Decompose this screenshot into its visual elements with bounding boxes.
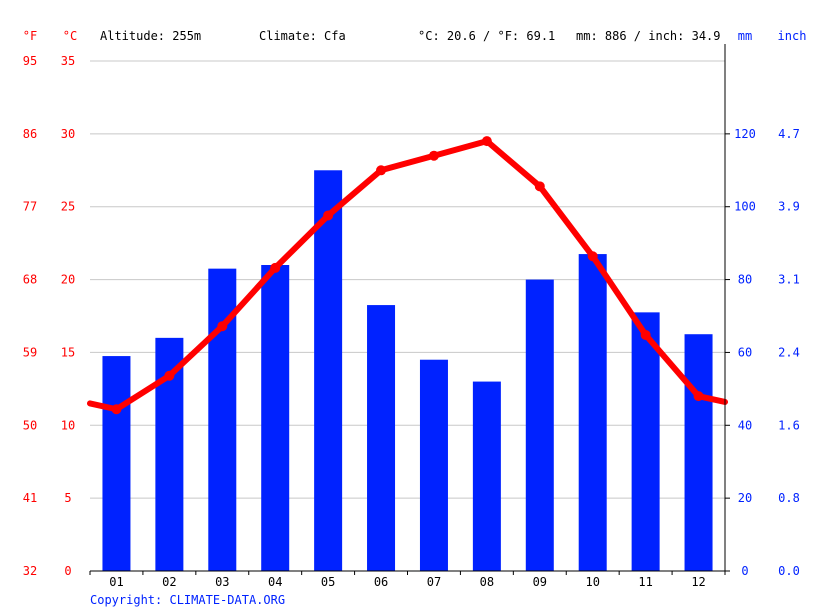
grid-lines xyxy=(90,60,725,499)
fahrenheit-tick-label: 32 xyxy=(23,564,37,578)
month-label: 03 xyxy=(215,575,229,589)
mm-unit-label: mm xyxy=(738,29,752,43)
mm-tick-label: 40 xyxy=(738,418,752,432)
month-label: 12 xyxy=(691,575,705,589)
precipitation-bar xyxy=(684,334,713,571)
inch-tick-label: 3.1 xyxy=(778,273,800,287)
month-label: 04 xyxy=(268,575,282,589)
climate-label: Climate: Cfa xyxy=(259,29,346,43)
axis-labels: 32 0 41 5 50 10 59 15 68 20 77 25 86 30 95 35 0 0.0 20 0.8 4… xyxy=(23,54,800,589)
fahrenheit-tick-label: 77 xyxy=(23,200,37,214)
temperature-point xyxy=(111,404,122,415)
precipitation-bar xyxy=(419,359,448,571)
precipitation-summary: mm: 886 / inch: 34.9 xyxy=(576,29,721,43)
inch-unit-label: inch xyxy=(778,29,807,43)
month-label: 11 xyxy=(638,575,652,589)
fahrenheit-tick-label: 59 xyxy=(23,345,37,359)
fahrenheit-tick-label: 41 xyxy=(23,491,37,505)
celsius-tick-label: 10 xyxy=(61,418,75,432)
precipitation-bars xyxy=(102,170,713,572)
temperature-point xyxy=(640,329,651,340)
fahrenheit-tick-label: 50 xyxy=(23,418,37,432)
temperature-point xyxy=(481,136,492,147)
celsius-tick-label: 0 xyxy=(64,564,71,578)
month-label: 09 xyxy=(533,575,547,589)
celsius-tick-label: 30 xyxy=(61,127,75,141)
mm-tick-label: 80 xyxy=(738,273,752,287)
mm-tick-label: 0 xyxy=(741,564,748,578)
temperature-point xyxy=(164,370,175,381)
temperature-point xyxy=(270,262,281,273)
precipitation-bar xyxy=(261,265,290,571)
inch-tick-label: 4.7 xyxy=(778,127,800,141)
precipitation-bar xyxy=(367,305,396,571)
inch-tick-label: 0.0 xyxy=(778,564,800,578)
celsius-tick-label: 15 xyxy=(61,345,75,359)
temperature-series-line xyxy=(87,138,728,413)
precipitation-bar xyxy=(102,356,131,571)
fahrenheit-tick-label: 95 xyxy=(23,54,37,68)
celsius-tick-label: 35 xyxy=(61,54,75,68)
inch-tick-label: 1.6 xyxy=(778,418,800,432)
axes xyxy=(89,44,730,575)
temperature-point xyxy=(534,181,545,192)
precipitation-bar xyxy=(631,312,660,571)
altitude-label: Altitude: 255m xyxy=(100,29,201,43)
fahrenheit-tick-label: 68 xyxy=(23,273,37,287)
precipitation-bar xyxy=(314,170,343,572)
precipitation-bar xyxy=(472,381,501,571)
celsius-tick-label: 25 xyxy=(61,200,75,214)
precipitation-bar xyxy=(578,254,607,572)
celsius-tick-label: 5 xyxy=(64,491,71,505)
mm-tick-label: 100 xyxy=(734,200,756,214)
month-label: 07 xyxy=(427,575,441,589)
temperature-point xyxy=(693,391,704,402)
celsius-tick-label: 20 xyxy=(61,273,75,287)
precipitation-bar xyxy=(525,279,554,571)
temperature-point xyxy=(323,210,334,221)
month-label: 06 xyxy=(374,575,388,589)
month-label: 08 xyxy=(480,575,494,589)
fahrenheit-unit-label: °F xyxy=(23,29,37,43)
temperature-point xyxy=(376,165,387,176)
copyright-text: Copyright: CLIMATE-DATA.ORG xyxy=(90,593,285,607)
mm-tick-label: 20 xyxy=(738,491,752,505)
inch-tick-label: 3.9 xyxy=(778,200,800,214)
month-label: 02 xyxy=(162,575,176,589)
mm-tick-label: 120 xyxy=(734,127,756,141)
month-label: 10 xyxy=(585,575,599,589)
celsius-unit-label: °C xyxy=(63,29,77,43)
inch-tick-label: 2.4 xyxy=(778,345,800,359)
temperature-summary: °C: 20.6 / °F: 69.1 xyxy=(418,29,555,43)
temperature-point xyxy=(587,251,598,262)
mm-tick-label: 60 xyxy=(738,345,752,359)
inch-tick-label: 0.8 xyxy=(778,491,800,505)
month-label: 01 xyxy=(109,575,123,589)
temperature-point xyxy=(217,321,228,332)
temperature-line xyxy=(87,136,728,415)
month-label: 05 xyxy=(321,575,335,589)
temperature-point xyxy=(428,150,439,161)
fahrenheit-tick-label: 86 xyxy=(23,127,37,141)
